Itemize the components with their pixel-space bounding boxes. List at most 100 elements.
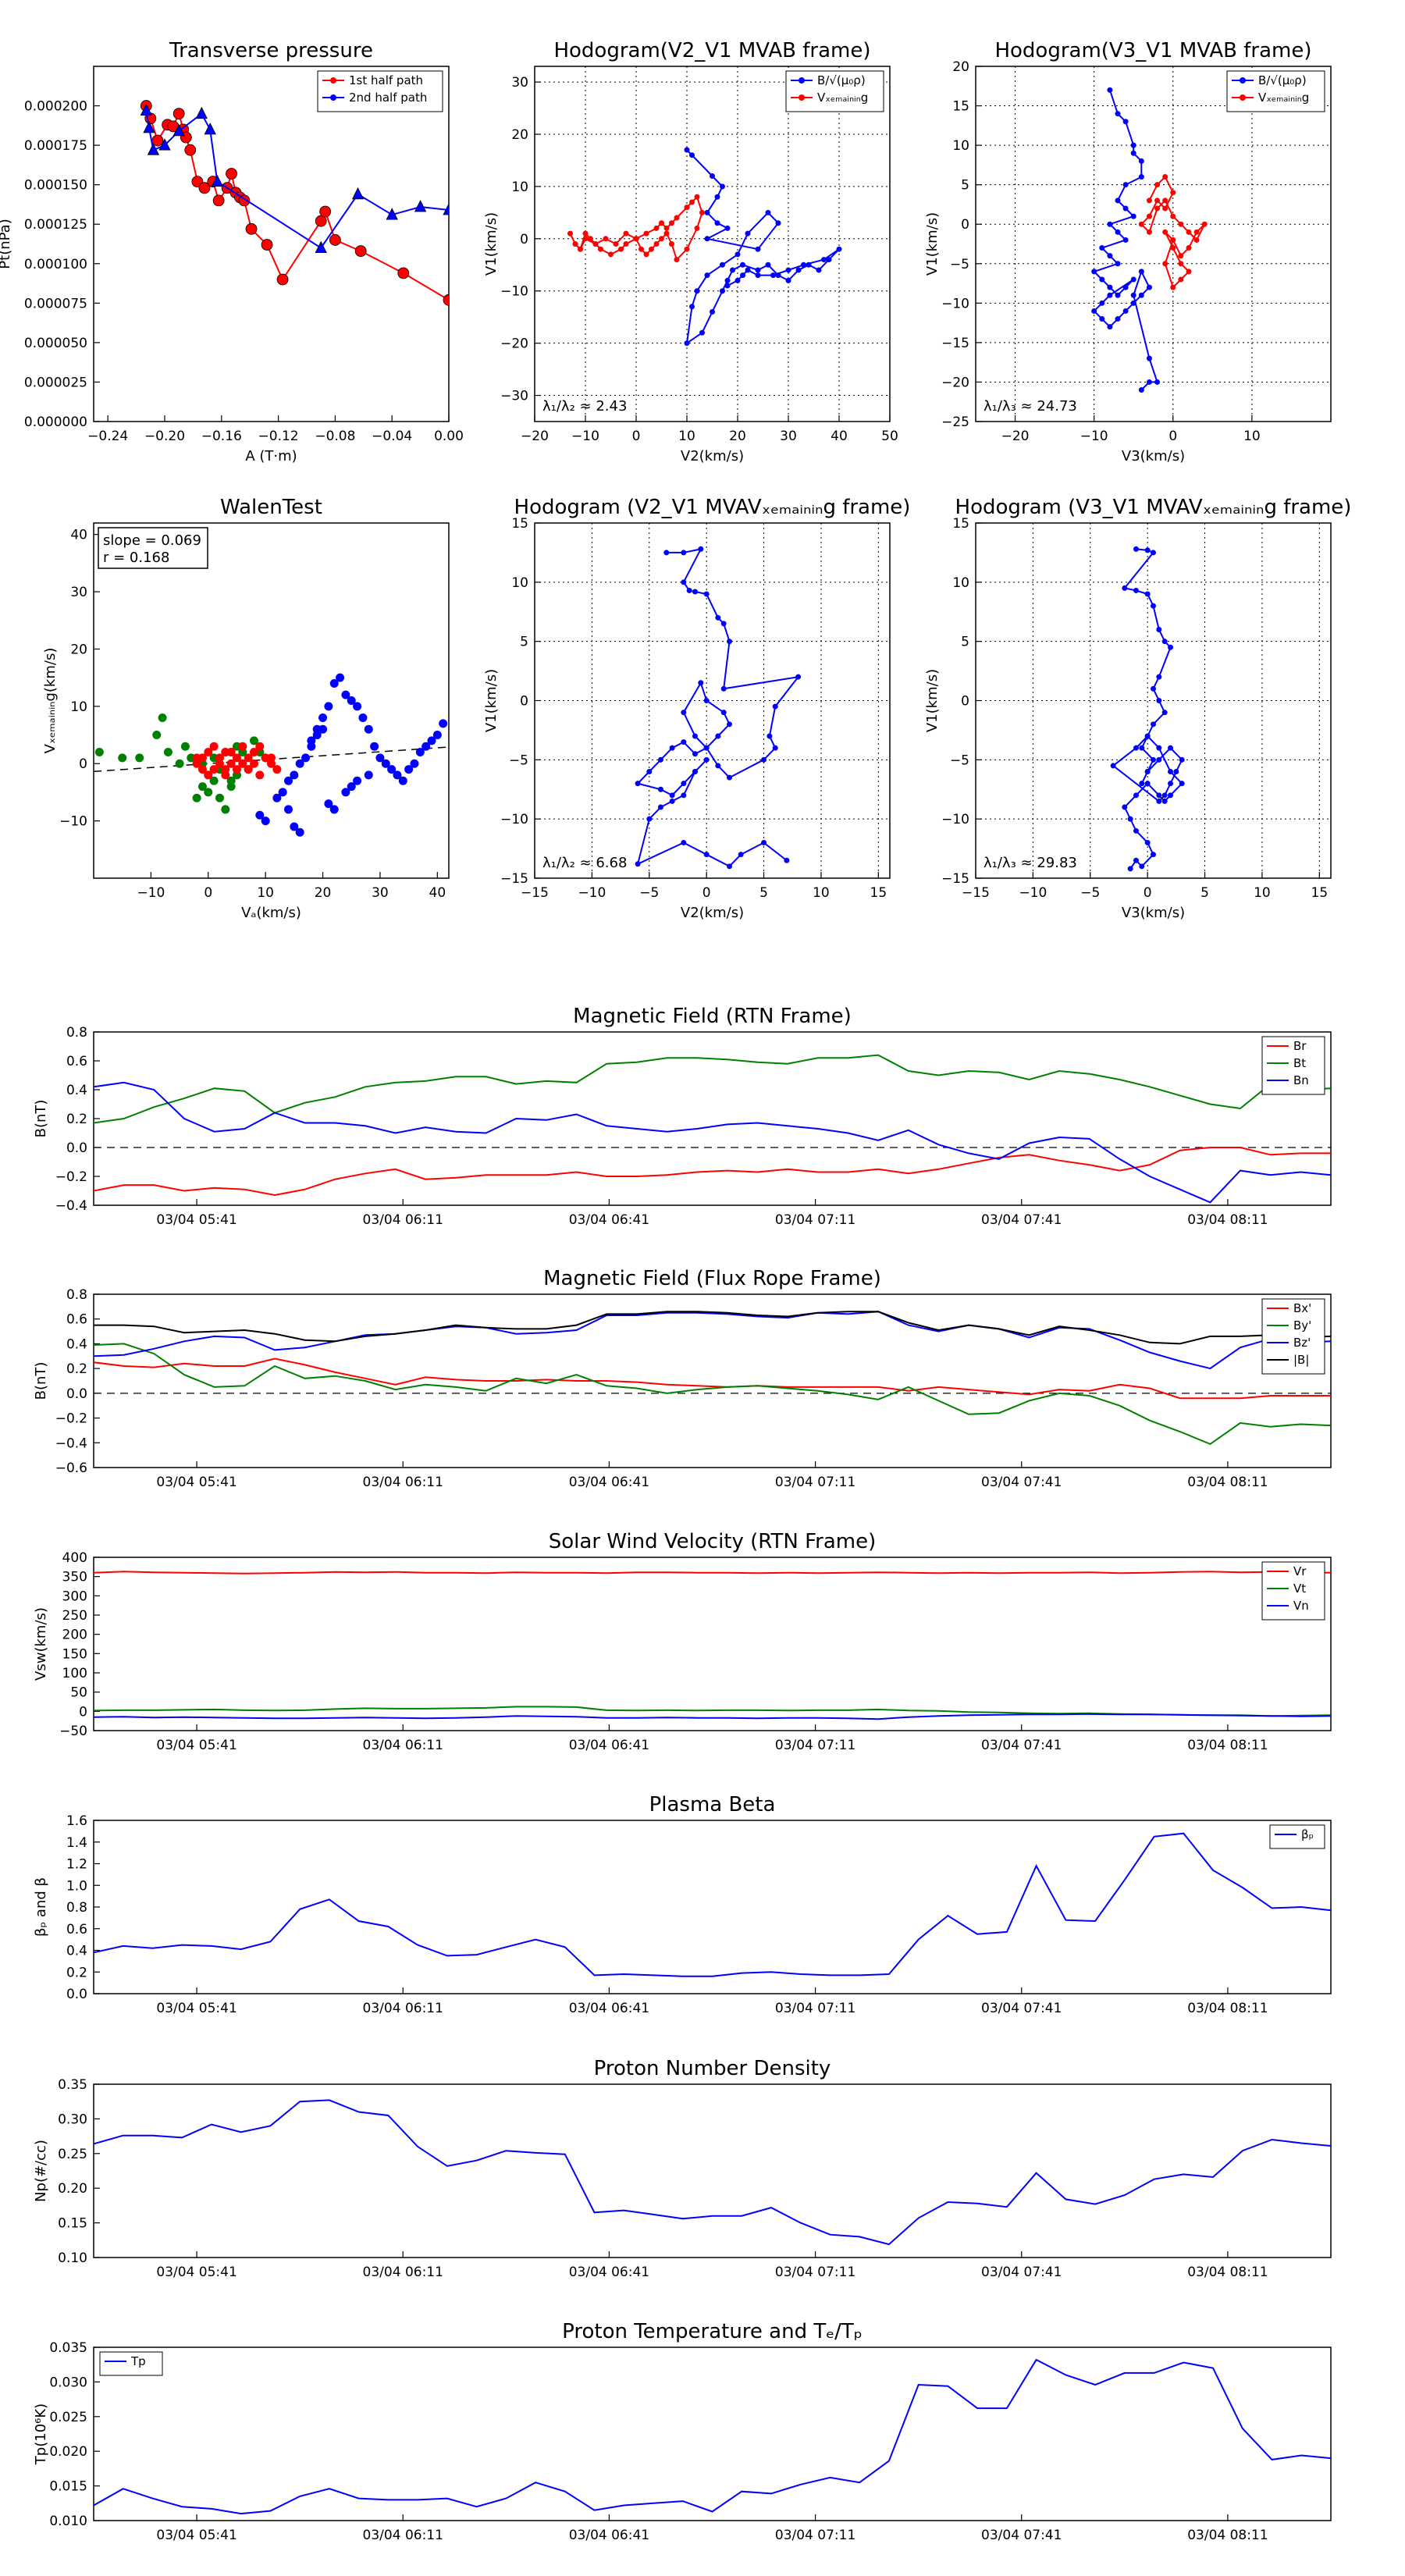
- data-point: [1144, 733, 1151, 739]
- x-axis-label: V3(km/s): [1122, 448, 1185, 464]
- data-point: [826, 257, 832, 263]
- legend-label: B/√(μ₀ρ): [1258, 73, 1307, 87]
- plot-area: [140, 100, 449, 306]
- data-point: [649, 246, 654, 252]
- data-point: [1170, 237, 1176, 243]
- data-point: [1168, 745, 1174, 751]
- legend-label: Vₓₑₘₐᵢₙᵢₙg: [817, 91, 868, 105]
- data-point: [244, 753, 253, 763]
- data-point: [1170, 284, 1176, 290]
- data-point: [1154, 379, 1161, 385]
- data-point: [319, 205, 332, 218]
- plot-area: [1110, 546, 1185, 872]
- data-point: [1127, 816, 1133, 822]
- y-tick-label: 10: [952, 575, 969, 591]
- data-point: [184, 144, 197, 156]
- y-tick-label: 0.15: [58, 2216, 87, 2232]
- data-point: [730, 267, 735, 273]
- data-point: [329, 678, 339, 688]
- data-point: [669, 241, 674, 247]
- x-tick-label: 40: [429, 885, 446, 901]
- data-point: [443, 294, 449, 306]
- data-point: [1178, 253, 1184, 259]
- chart-title: Hodogram (V2_V1 MVAVₓₑₘₐᵢₙᵢₙg frame): [514, 496, 911, 519]
- data-point: [1154, 182, 1161, 188]
- y-tick-label: −15: [941, 871, 969, 887]
- data-point: [226, 759, 236, 768]
- annotation-text: r = 0.168: [103, 550, 169, 566]
- data-point: [801, 262, 806, 268]
- series-line: [1140, 175, 1206, 289]
- y-tick-label: −0.4: [55, 1436, 87, 1451]
- chart-title: WalenTest: [220, 496, 322, 519]
- data-point: [249, 759, 258, 768]
- y-tick-label: −20: [500, 336, 528, 352]
- data-point: [720, 710, 727, 716]
- data-point: [582, 236, 589, 242]
- y-tick-label: −15: [941, 336, 969, 351]
- data-point: [582, 230, 589, 237]
- data-point: [653, 241, 660, 247]
- x-tick-label: 0: [1144, 885, 1152, 901]
- series-line: [94, 1571, 1331, 1574]
- data-point: [1179, 781, 1185, 787]
- y-tick-label: 0.8: [66, 1287, 87, 1303]
- data-point: [1144, 547, 1151, 553]
- data-point: [795, 267, 802, 273]
- data-point: [727, 721, 733, 728]
- y-tick-label: 30: [511, 75, 528, 91]
- y-tick-label: −10: [941, 812, 969, 827]
- data-point: [715, 763, 721, 769]
- x-tick-label: 20: [315, 885, 332, 901]
- data-point: [681, 739, 687, 745]
- data-point: [1107, 292, 1113, 298]
- plot-area: [94, 2358, 1331, 2515]
- data-point: [767, 733, 773, 739]
- data-point: [836, 246, 842, 252]
- data-point: [692, 751, 698, 757]
- data-point: [724, 277, 731, 283]
- y-tick-label: 0.20: [58, 2181, 87, 2197]
- y-tick-label: −10: [500, 284, 528, 300]
- axes-frame: [975, 522, 1332, 879]
- data-point: [1151, 756, 1156, 763]
- x-tick-label: 03/04 06:11: [363, 2528, 443, 2543]
- y-tick-label: 0.2: [66, 1965, 87, 1980]
- series-line: [145, 110, 449, 249]
- data-point: [703, 698, 710, 703]
- data-point: [312, 731, 322, 740]
- data-point: [1178, 221, 1184, 227]
- data-point: [720, 183, 725, 190]
- data-point: [1138, 292, 1144, 298]
- y-tick-label: 150: [62, 1646, 87, 1662]
- data-point: [1156, 745, 1162, 751]
- data-point: [715, 733, 721, 739]
- data-point: [204, 788, 213, 797]
- data-point: [772, 745, 778, 751]
- y-tick-label: −0.6: [55, 1461, 87, 1476]
- data-point: [375, 753, 385, 763]
- data-point: [358, 713, 368, 723]
- data-point: [698, 546, 704, 552]
- data-point: [745, 267, 751, 273]
- chart-title: Plasma Beta: [649, 1793, 776, 1816]
- data-point: [1156, 756, 1162, 763]
- series-line: [94, 2099, 1331, 2246]
- data-point: [1091, 269, 1097, 275]
- data-point: [255, 742, 265, 751]
- data-point: [198, 182, 211, 194]
- data-point: [1170, 245, 1176, 251]
- data-point: [1186, 229, 1192, 235]
- x-tick-label: 03/04 06:41: [569, 1475, 649, 1490]
- data-point: [1133, 792, 1139, 799]
- x-tick-label: 03/04 08:11: [1187, 1738, 1268, 1753]
- data-point: [1179, 756, 1185, 763]
- legend-label: Br: [1293, 1039, 1307, 1053]
- x-tick-label: −0.04: [372, 429, 412, 444]
- y-tick-label: 0: [520, 232, 528, 247]
- data-point: [1138, 387, 1144, 393]
- y-tick-label: −10: [500, 812, 528, 827]
- data-point: [147, 143, 160, 155]
- y-tick-label: −5: [950, 257, 969, 272]
- chart-9: Plasma Beta 03/04 05:41 03/04 06:11 03/04 0…: [33, 1793, 1332, 2016]
